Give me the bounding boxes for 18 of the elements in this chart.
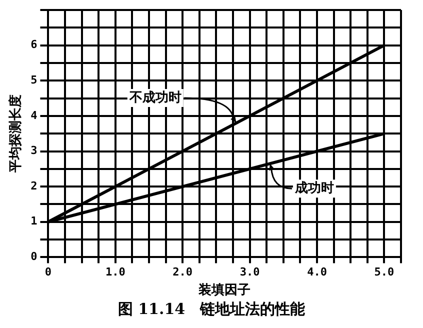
x-axis-title: 装填因子 xyxy=(198,282,251,297)
annotation: 成功时 xyxy=(294,180,334,196)
x-tick-label: 0 xyxy=(44,266,52,279)
y-tick-label: 2 xyxy=(30,179,38,192)
x-tick-label: 1.0 xyxy=(105,266,126,279)
y-tick-label: 4 xyxy=(30,108,38,122)
x-tick-label: 3.0 xyxy=(240,266,260,279)
y-tick-label: 1 xyxy=(30,214,38,228)
y-tick-label: 3 xyxy=(30,144,38,158)
annotation: 不成功时 xyxy=(128,90,182,106)
caption: 图 11.14 链地址法的性能 xyxy=(116,300,306,319)
y-tick-label: 0 xyxy=(30,250,38,264)
y-tick-label: 6 xyxy=(30,38,38,52)
x-tick-label: 2.0 xyxy=(172,266,193,279)
x-tick-label: 4.0 xyxy=(307,266,327,279)
y-tick-label: 5 xyxy=(30,73,38,86)
x-tick-label: 5.0 xyxy=(374,266,394,279)
y-axis-title: 平均探测长度 xyxy=(7,94,22,174)
